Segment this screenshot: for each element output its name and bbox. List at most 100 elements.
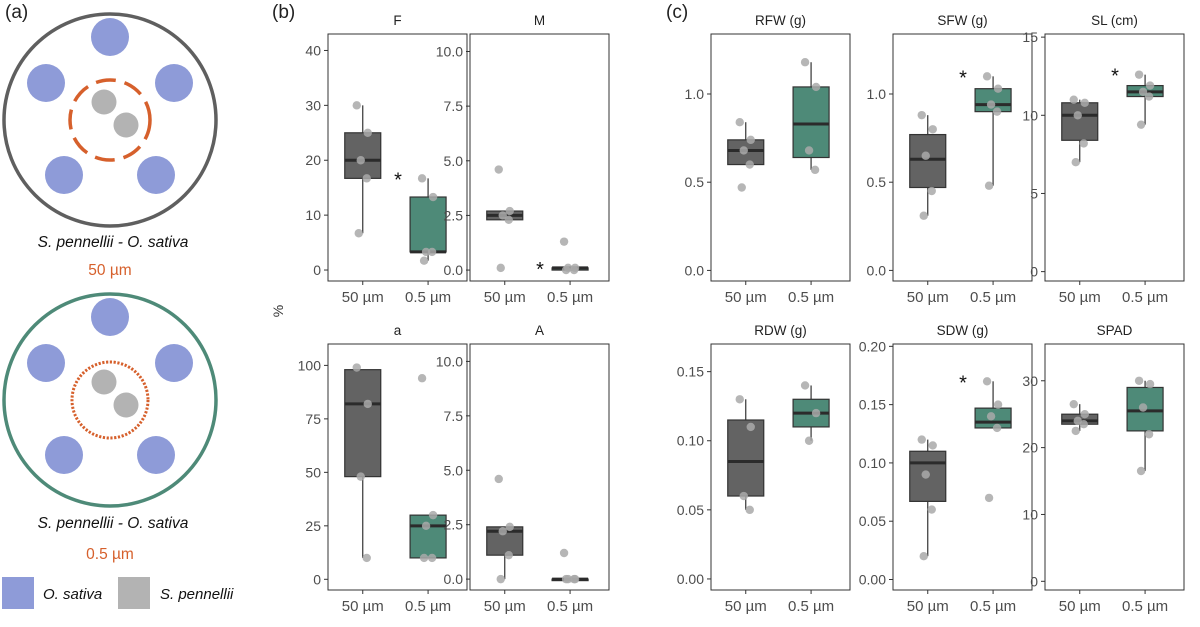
y-tick-label: 5 xyxy=(1030,185,1038,201)
data-point xyxy=(739,146,748,155)
data-point xyxy=(992,107,1002,116)
data-point xyxy=(927,186,936,196)
box-0-5um xyxy=(974,377,1012,503)
legend-swatch-s-pennellii xyxy=(118,577,150,609)
chart-title: M xyxy=(534,13,545,28)
box-50um xyxy=(1061,399,1099,436)
x-tick-label: 50 µm xyxy=(484,598,526,615)
data-point xyxy=(498,211,507,220)
data-point xyxy=(363,128,372,137)
shared-y-axis-label: % xyxy=(270,305,286,317)
x-tick-label: 0.5 µm xyxy=(547,598,593,615)
box-0-5um xyxy=(974,72,1012,190)
data-point xyxy=(1071,157,1080,167)
data-point xyxy=(1069,399,1078,409)
x-tick-label: 50 µm xyxy=(342,289,384,306)
chart-m: M 0.0 2.5 5.0 7.5 10.0 50 µm 0.5 µm* xyxy=(436,13,610,306)
box-50um xyxy=(1061,95,1099,167)
chart-sl-cm: SL (cm) 0 5 10 15 50 µm 0.5 µm * xyxy=(1022,13,1185,306)
data-point xyxy=(800,381,810,390)
s-pennellii-plant-0 xyxy=(91,89,117,115)
data-point xyxy=(745,160,754,169)
data-point xyxy=(746,422,755,432)
plot-frame xyxy=(1044,33,1185,282)
y-tick-label: 0.10 xyxy=(859,455,886,471)
data-point xyxy=(921,151,930,160)
data-point xyxy=(494,165,503,174)
data-point xyxy=(1134,376,1144,385)
data-point xyxy=(1136,120,1146,129)
data-point xyxy=(982,72,992,81)
y-tick-label: 0.5 xyxy=(685,174,705,190)
y-tick-label: 75 xyxy=(305,411,321,427)
data-point xyxy=(746,135,755,145)
y-tick-label: 2.5 xyxy=(444,207,464,223)
o-sativa-plant-3 xyxy=(45,156,83,194)
x-tick-label: 0.5 µm xyxy=(1122,289,1168,306)
x-tick-label: 0.5 µm xyxy=(405,289,451,306)
data-point xyxy=(1069,95,1078,104)
y-tick-label: 0.0 xyxy=(867,262,887,278)
data-point xyxy=(561,574,571,584)
panel-label-1: (b) xyxy=(272,2,295,23)
data-point xyxy=(992,423,1002,433)
o-sativa-plant-0 xyxy=(91,298,129,336)
dish-ring xyxy=(2,292,218,508)
chart-title: RDW (g) xyxy=(754,323,807,338)
data-point xyxy=(1145,379,1155,389)
data-point xyxy=(1136,466,1146,476)
data-point xyxy=(810,165,820,175)
data-point xyxy=(928,125,937,134)
x-tick-label: 0.5 µm xyxy=(405,598,451,615)
x-tick-label: 50 µm xyxy=(1059,598,1101,615)
data-point xyxy=(1079,420,1088,429)
data-point xyxy=(504,215,513,224)
dish-label: S. pennellii - O. sativa xyxy=(38,234,189,251)
data-point xyxy=(986,100,996,109)
plot-frame xyxy=(469,33,610,282)
data-point xyxy=(421,521,431,531)
box-0-5um xyxy=(409,174,447,265)
y-tick-label: 5.0 xyxy=(444,153,464,169)
data-point xyxy=(417,374,427,383)
data-point xyxy=(993,400,1003,409)
data-point xyxy=(559,548,569,558)
data-point xyxy=(735,118,744,127)
y-tick-label: 0.15 xyxy=(677,364,704,380)
data-point xyxy=(1073,111,1082,120)
y-tick-label: 30 xyxy=(1022,373,1038,389)
data-point xyxy=(362,174,371,183)
data-point xyxy=(354,229,363,238)
y-tick-label: 0 xyxy=(1030,264,1038,280)
data-point xyxy=(421,247,431,257)
data-point xyxy=(919,551,928,561)
y-tick-label: 10.0 xyxy=(436,43,463,59)
box-body xyxy=(727,419,765,497)
data-point xyxy=(356,472,365,481)
dish-0: S. pennellii - O. sativa 50 µm xyxy=(2,12,218,279)
x-tick-label: 50 µm xyxy=(725,289,767,306)
o-sativa-plant-4 xyxy=(137,436,175,474)
y-tick-label: 0.00 xyxy=(677,571,704,587)
y-tick-label: 0.05 xyxy=(859,513,886,529)
s-pennellii-plant-0 xyxy=(91,369,117,395)
y-tick-label: 40 xyxy=(305,42,321,58)
data-point xyxy=(745,505,754,515)
y-tick-label: 0.20 xyxy=(859,338,886,354)
o-sativa-plant-2 xyxy=(155,344,193,382)
x-tick-label: 50 µm xyxy=(725,598,767,615)
significance-marker: * xyxy=(959,372,967,394)
legend: O. sativa S. pennellii xyxy=(2,577,234,609)
data-point xyxy=(496,574,505,584)
data-point xyxy=(921,470,930,479)
dish-label: S. pennellii - O. sativa xyxy=(38,515,189,532)
box-body xyxy=(792,86,830,159)
legend-label-s-pennellii: S. pennellii xyxy=(160,586,234,603)
mesh-size-label: 0.5 µm xyxy=(86,546,134,563)
dish-ring xyxy=(2,12,218,228)
x-tick-label: 50 µm xyxy=(907,598,949,615)
data-point xyxy=(419,256,429,265)
box-body xyxy=(344,369,382,478)
data-point xyxy=(993,84,1003,93)
